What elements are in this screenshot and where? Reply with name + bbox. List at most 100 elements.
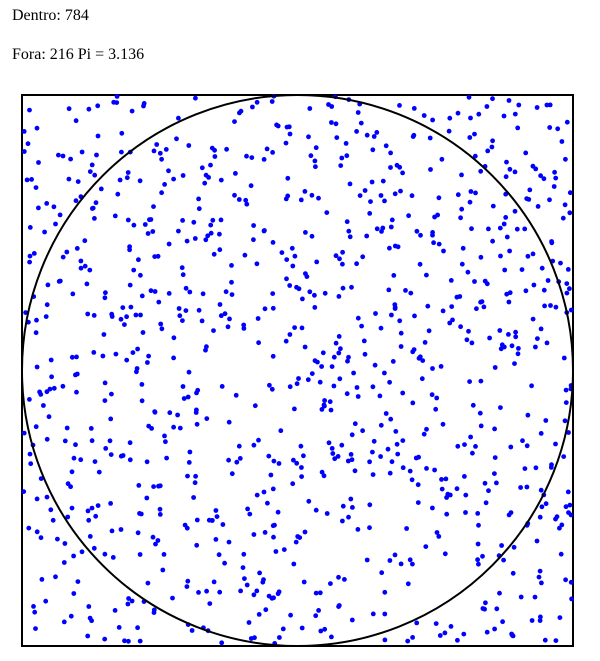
point-inside [180, 173, 186, 178]
point-inside [112, 213, 118, 219]
point-outside [543, 501, 549, 507]
point-outside [564, 281, 570, 286]
point-inside [254, 261, 260, 267]
point-inside [344, 153, 350, 159]
point-inside [391, 273, 397, 278]
point-inside [68, 484, 73, 490]
point-outside [552, 169, 557, 175]
point-inside [262, 530, 268, 535]
point-outside [57, 212, 63, 218]
point-inside [392, 191, 398, 197]
point-inside [270, 240, 276, 245]
point-inside [475, 557, 480, 563]
point-inside [464, 337, 470, 343]
point-inside [294, 460, 300, 466]
point-inside [320, 350, 326, 356]
point-inside [226, 457, 232, 463]
point-inside [476, 561, 481, 567]
point-inside [256, 437, 261, 443]
point-outside [467, 135, 473, 140]
point-inside [187, 449, 193, 455]
point-outside [94, 152, 99, 158]
point-outside [553, 638, 559, 643]
point-inside [246, 620, 252, 625]
point-inside [333, 121, 339, 127]
point-inside [339, 442, 345, 448]
point-inside [378, 454, 383, 459]
point-inside [137, 178, 143, 184]
point-inside [306, 498, 312, 504]
point-inside [370, 449, 375, 455]
point-inside [51, 385, 57, 391]
point-inside [295, 534, 301, 539]
point-inside [238, 108, 244, 114]
outside-label: Fora: [12, 46, 46, 63]
point-outside [518, 594, 524, 600]
point-outside [414, 620, 420, 626]
point-inside [254, 588, 260, 594]
point-inside [37, 389, 42, 395]
point-inside [329, 104, 335, 109]
point-inside [416, 454, 421, 460]
point-inside [328, 581, 333, 586]
point-inside [424, 272, 429, 278]
point-inside [252, 403, 258, 409]
point-outside [50, 517, 56, 523]
point-inside [115, 191, 121, 197]
point-inside [292, 406, 297, 412]
point-inside [251, 223, 256, 228]
point-inside [357, 193, 363, 198]
point-inside [360, 254, 366, 260]
point-outside [455, 110, 461, 116]
point-outside [27, 253, 33, 259]
point-outside [527, 187, 533, 193]
point-inside [313, 590, 319, 596]
random-points [21, 94, 574, 646]
point-inside [531, 282, 537, 288]
point-inside [152, 289, 158, 294]
point-inside [244, 582, 250, 588]
point-inside [284, 276, 289, 282]
point-inside [562, 418, 568, 424]
point-inside [346, 354, 351, 360]
point-outside [529, 618, 535, 623]
point-inside [174, 136, 179, 142]
point-inside [447, 492, 453, 498]
point-inside [434, 395, 440, 401]
point-inside [438, 364, 444, 369]
point-inside [481, 304, 487, 310]
point-outside [490, 138, 495, 144]
point-outside [39, 577, 45, 582]
point-inside [340, 518, 345, 524]
point-inside [374, 226, 380, 232]
point-inside [65, 514, 71, 520]
point-inside [417, 261, 423, 267]
point-inside [164, 455, 170, 461]
point-inside [92, 459, 98, 464]
point-outside [494, 606, 500, 612]
point-outside [382, 637, 388, 643]
point-inside [113, 351, 119, 357]
point-inside [109, 528, 115, 534]
point-inside [210, 518, 215, 523]
point-inside [157, 150, 163, 156]
point-inside [336, 294, 342, 299]
point-inside [411, 347, 417, 352]
point-inside [250, 104, 255, 110]
point-inside [191, 495, 197, 500]
point-outside [34, 125, 40, 131]
point-outside [397, 103, 402, 108]
point-outside [512, 111, 518, 117]
point-outside [27, 451, 33, 457]
point-inside [499, 342, 505, 348]
point-inside [135, 530, 141, 536]
point-inside [535, 336, 540, 341]
point-inside [120, 305, 126, 310]
point-inside [330, 451, 336, 456]
point-inside [159, 156, 165, 162]
point-outside [537, 514, 543, 520]
point-outside [114, 100, 120, 105]
point-inside [159, 326, 165, 332]
point-inside [316, 195, 321, 201]
